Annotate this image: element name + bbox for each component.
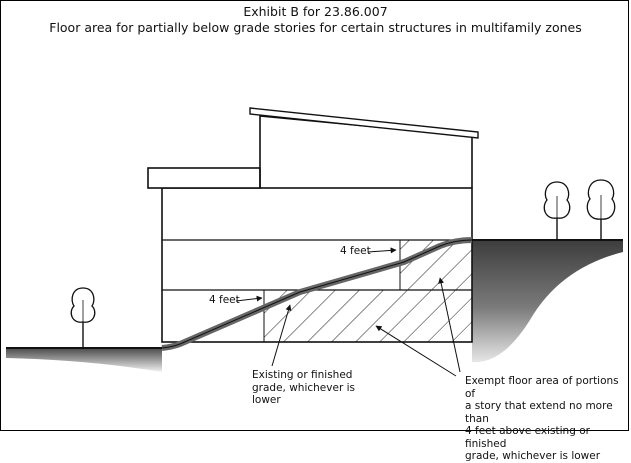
- canopy: [147, 167, 261, 189]
- four-feet-label-upper: 4 feet: [340, 245, 371, 257]
- exempt-label: Exempt floor area of portions of a story…: [465, 375, 631, 463]
- right-hill: [472, 240, 623, 362]
- tree-right-2: [586, 179, 616, 240]
- tree-left: [70, 287, 96, 349]
- exempt-label-line: a story that extend no more than: [465, 400, 613, 425]
- left-ground: [6, 348, 162, 372]
- grade-leader-arrow: [271, 304, 292, 367]
- grade-label: Existing or finished grade, whichever is…: [252, 369, 355, 407]
- exhibit-title: Exhibit B for 23.86.007: [243, 4, 388, 19]
- four-feet-arrow-lower: [235, 295, 263, 302]
- exempt-floor-area-hatch: [264, 240, 472, 342]
- exempt-label-line: grade, whichever is lower: [465, 450, 601, 462]
- grade-label-line: Existing or finished: [252, 369, 353, 381]
- four-feet-arrow-upper: [367, 247, 397, 254]
- exempt-leader-arrow-1: [438, 277, 461, 373]
- building-section-diagram: [6, 107, 623, 377]
- tree-right-1: [543, 181, 571, 240]
- exempt-leader-arrow-2: [375, 325, 457, 377]
- four-feet-label-lower: 4 feet: [209, 294, 240, 306]
- exempt-label-line: Exempt floor area of portions of: [465, 375, 619, 400]
- grade-label-line: lower: [252, 394, 281, 406]
- building-body: [161, 187, 473, 343]
- exempt-label-line: 4 feet above existing or finished: [465, 425, 590, 450]
- grade-label-line: grade, whichever is: [252, 381, 355, 394]
- exhibit-subtitle: Floor area for partially below grade sto…: [49, 20, 582, 35]
- sloped-roof: [249, 107, 479, 139]
